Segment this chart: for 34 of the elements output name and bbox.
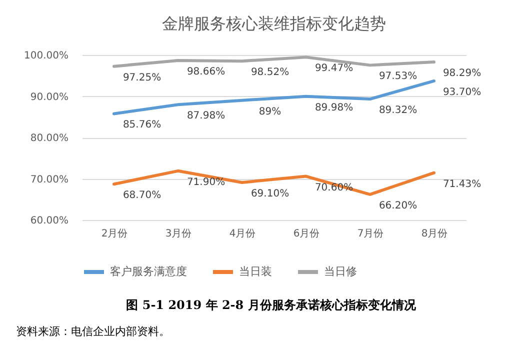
data-label: 71.43% [442, 178, 482, 190]
text: 资料来源：电信企业内部资料。 [16, 325, 170, 338]
legend-label: 当日装 [239, 265, 272, 278]
chart-title: 金牌服务核心装维指标变化趋势 [162, 14, 386, 33]
data-label: 98.52% [250, 67, 290, 78]
data-label: 89% [258, 106, 282, 118]
y-tick-label: 70.00% [30, 174, 68, 186]
legend-label: 客户服务满意度 [110, 265, 187, 278]
data-label: 98.29% [442, 68, 482, 80]
x-tick-label: 3月份 [165, 228, 192, 240]
data-label: 98.66% [186, 66, 226, 78]
data-label: 87.98% [186, 110, 226, 122]
data-label: 69.10% [250, 188, 290, 200]
y-tick-label: 100.00% [24, 50, 68, 62]
data-label: 99.47% [314, 63, 354, 74]
data-label: 89.98% [314, 102, 354, 114]
x-tick-label: 4月份 [229, 228, 256, 240]
data-label: 85.76% [122, 120, 162, 131]
y-tick-label: 60.00% [30, 216, 68, 226]
x-tick-label: 6月份 [293, 228, 320, 240]
y-tick-label: 80.00% [30, 133, 68, 144]
legend-label: 当日修 [324, 265, 357, 278]
data-label: 68.70% [122, 190, 162, 202]
data-label: 66.20% [378, 200, 418, 212]
data-label: 93.70% [442, 86, 482, 98]
x-tick-label: 7月份 [357, 228, 384, 240]
y-tick-label: 90.00% [30, 92, 68, 103]
x-tick-label: 2月份 [101, 228, 128, 240]
data-label: 89.32% [378, 105, 418, 116]
data-label: 71.90% [186, 176, 226, 188]
x-tick-label: 8月份 [421, 228, 448, 240]
data-label: 97.53% [378, 71, 418, 82]
caption: 图 5-1 2019 年 2-8 月份服务承诺核心指标变化情况 [126, 298, 417, 312]
data-label: 97.25% [122, 72, 162, 84]
